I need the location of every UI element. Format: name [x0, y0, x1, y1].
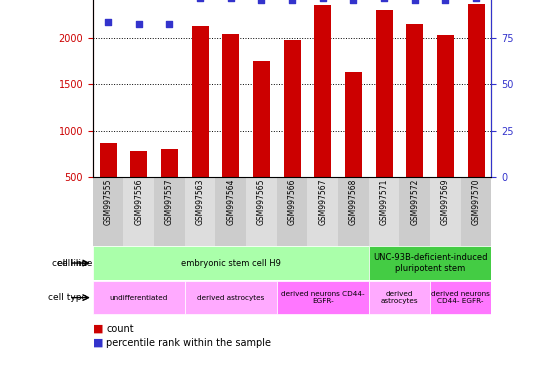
Text: GSM997555: GSM997555: [104, 179, 112, 225]
Bar: [376, 10, 393, 223]
Bar: [130, 151, 147, 223]
Bar: [345, 71, 362, 223]
Point: [472, 0, 480, 1]
Bar: [154, 177, 185, 246]
Text: GSM997566: GSM997566: [288, 179, 296, 225]
Bar: [253, 61, 270, 223]
Bar: [369, 177, 400, 246]
Text: GSM997569: GSM997569: [441, 179, 450, 225]
Text: GSM997563: GSM997563: [195, 179, 205, 225]
Bar: [284, 40, 300, 223]
Bar: [222, 34, 239, 223]
Text: GSM997557: GSM997557: [165, 179, 174, 225]
Text: ■: ■: [93, 338, 107, 348]
Bar: [430, 177, 461, 246]
Bar: [277, 281, 369, 314]
Point: [196, 0, 205, 1]
Bar: [369, 281, 430, 314]
Point: [227, 0, 235, 1]
Point: [379, 0, 388, 1]
Bar: [93, 177, 123, 246]
Bar: [430, 281, 491, 314]
Bar: [185, 281, 277, 314]
Text: cell line: cell line: [57, 258, 93, 268]
Text: embryonic stem cell H9: embryonic stem cell H9: [181, 258, 281, 268]
Point: [257, 0, 266, 3]
Bar: [400, 177, 430, 246]
Bar: [185, 177, 216, 246]
Text: percentile rank within the sample: percentile rank within the sample: [106, 338, 271, 348]
Text: derived neurons CD44-
EGFR-: derived neurons CD44- EGFR-: [281, 291, 365, 304]
Text: UNC-93B-deficient-induced
pluripotent stem: UNC-93B-deficient-induced pluripotent st…: [373, 253, 488, 273]
Text: derived
astrocytes: derived astrocytes: [381, 291, 418, 304]
Point: [349, 0, 358, 3]
Text: GSM997571: GSM997571: [379, 179, 389, 225]
Text: derived astrocytes: derived astrocytes: [197, 295, 264, 301]
Bar: [307, 177, 338, 246]
Bar: [93, 281, 185, 314]
Bar: [314, 5, 331, 223]
Text: derived neurons
CD44- EGFR-: derived neurons CD44- EGFR-: [431, 291, 490, 304]
Bar: [93, 247, 369, 280]
Text: GSM997570: GSM997570: [472, 179, 480, 225]
Bar: [216, 177, 246, 246]
Point: [288, 0, 296, 3]
Bar: [123, 177, 154, 246]
Bar: [161, 149, 178, 223]
Text: GSM997572: GSM997572: [410, 179, 419, 225]
Text: count: count: [106, 324, 134, 334]
Point: [411, 0, 419, 3]
Text: cell type: cell type: [48, 293, 87, 302]
Text: GSM997564: GSM997564: [226, 179, 235, 225]
Bar: [437, 35, 454, 223]
Text: GSM997556: GSM997556: [134, 179, 143, 225]
Text: GSM997565: GSM997565: [257, 179, 266, 225]
Bar: [467, 4, 484, 223]
Bar: [461, 177, 491, 246]
Text: undifferentiated: undifferentiated: [110, 295, 168, 301]
Text: GSM997567: GSM997567: [318, 179, 327, 225]
Bar: [277, 177, 307, 246]
Bar: [192, 26, 209, 223]
Point: [104, 19, 112, 25]
Text: ■: ■: [93, 324, 107, 334]
Text: cell line: cell line: [52, 258, 87, 268]
Bar: [406, 24, 423, 223]
Bar: [369, 247, 491, 280]
Text: GSM997568: GSM997568: [349, 179, 358, 225]
Point: [134, 21, 143, 27]
Point: [441, 0, 450, 3]
Bar: [246, 177, 277, 246]
Point: [165, 21, 174, 27]
Bar: [338, 177, 369, 246]
Bar: [100, 142, 117, 223]
Point: [318, 0, 327, 1]
